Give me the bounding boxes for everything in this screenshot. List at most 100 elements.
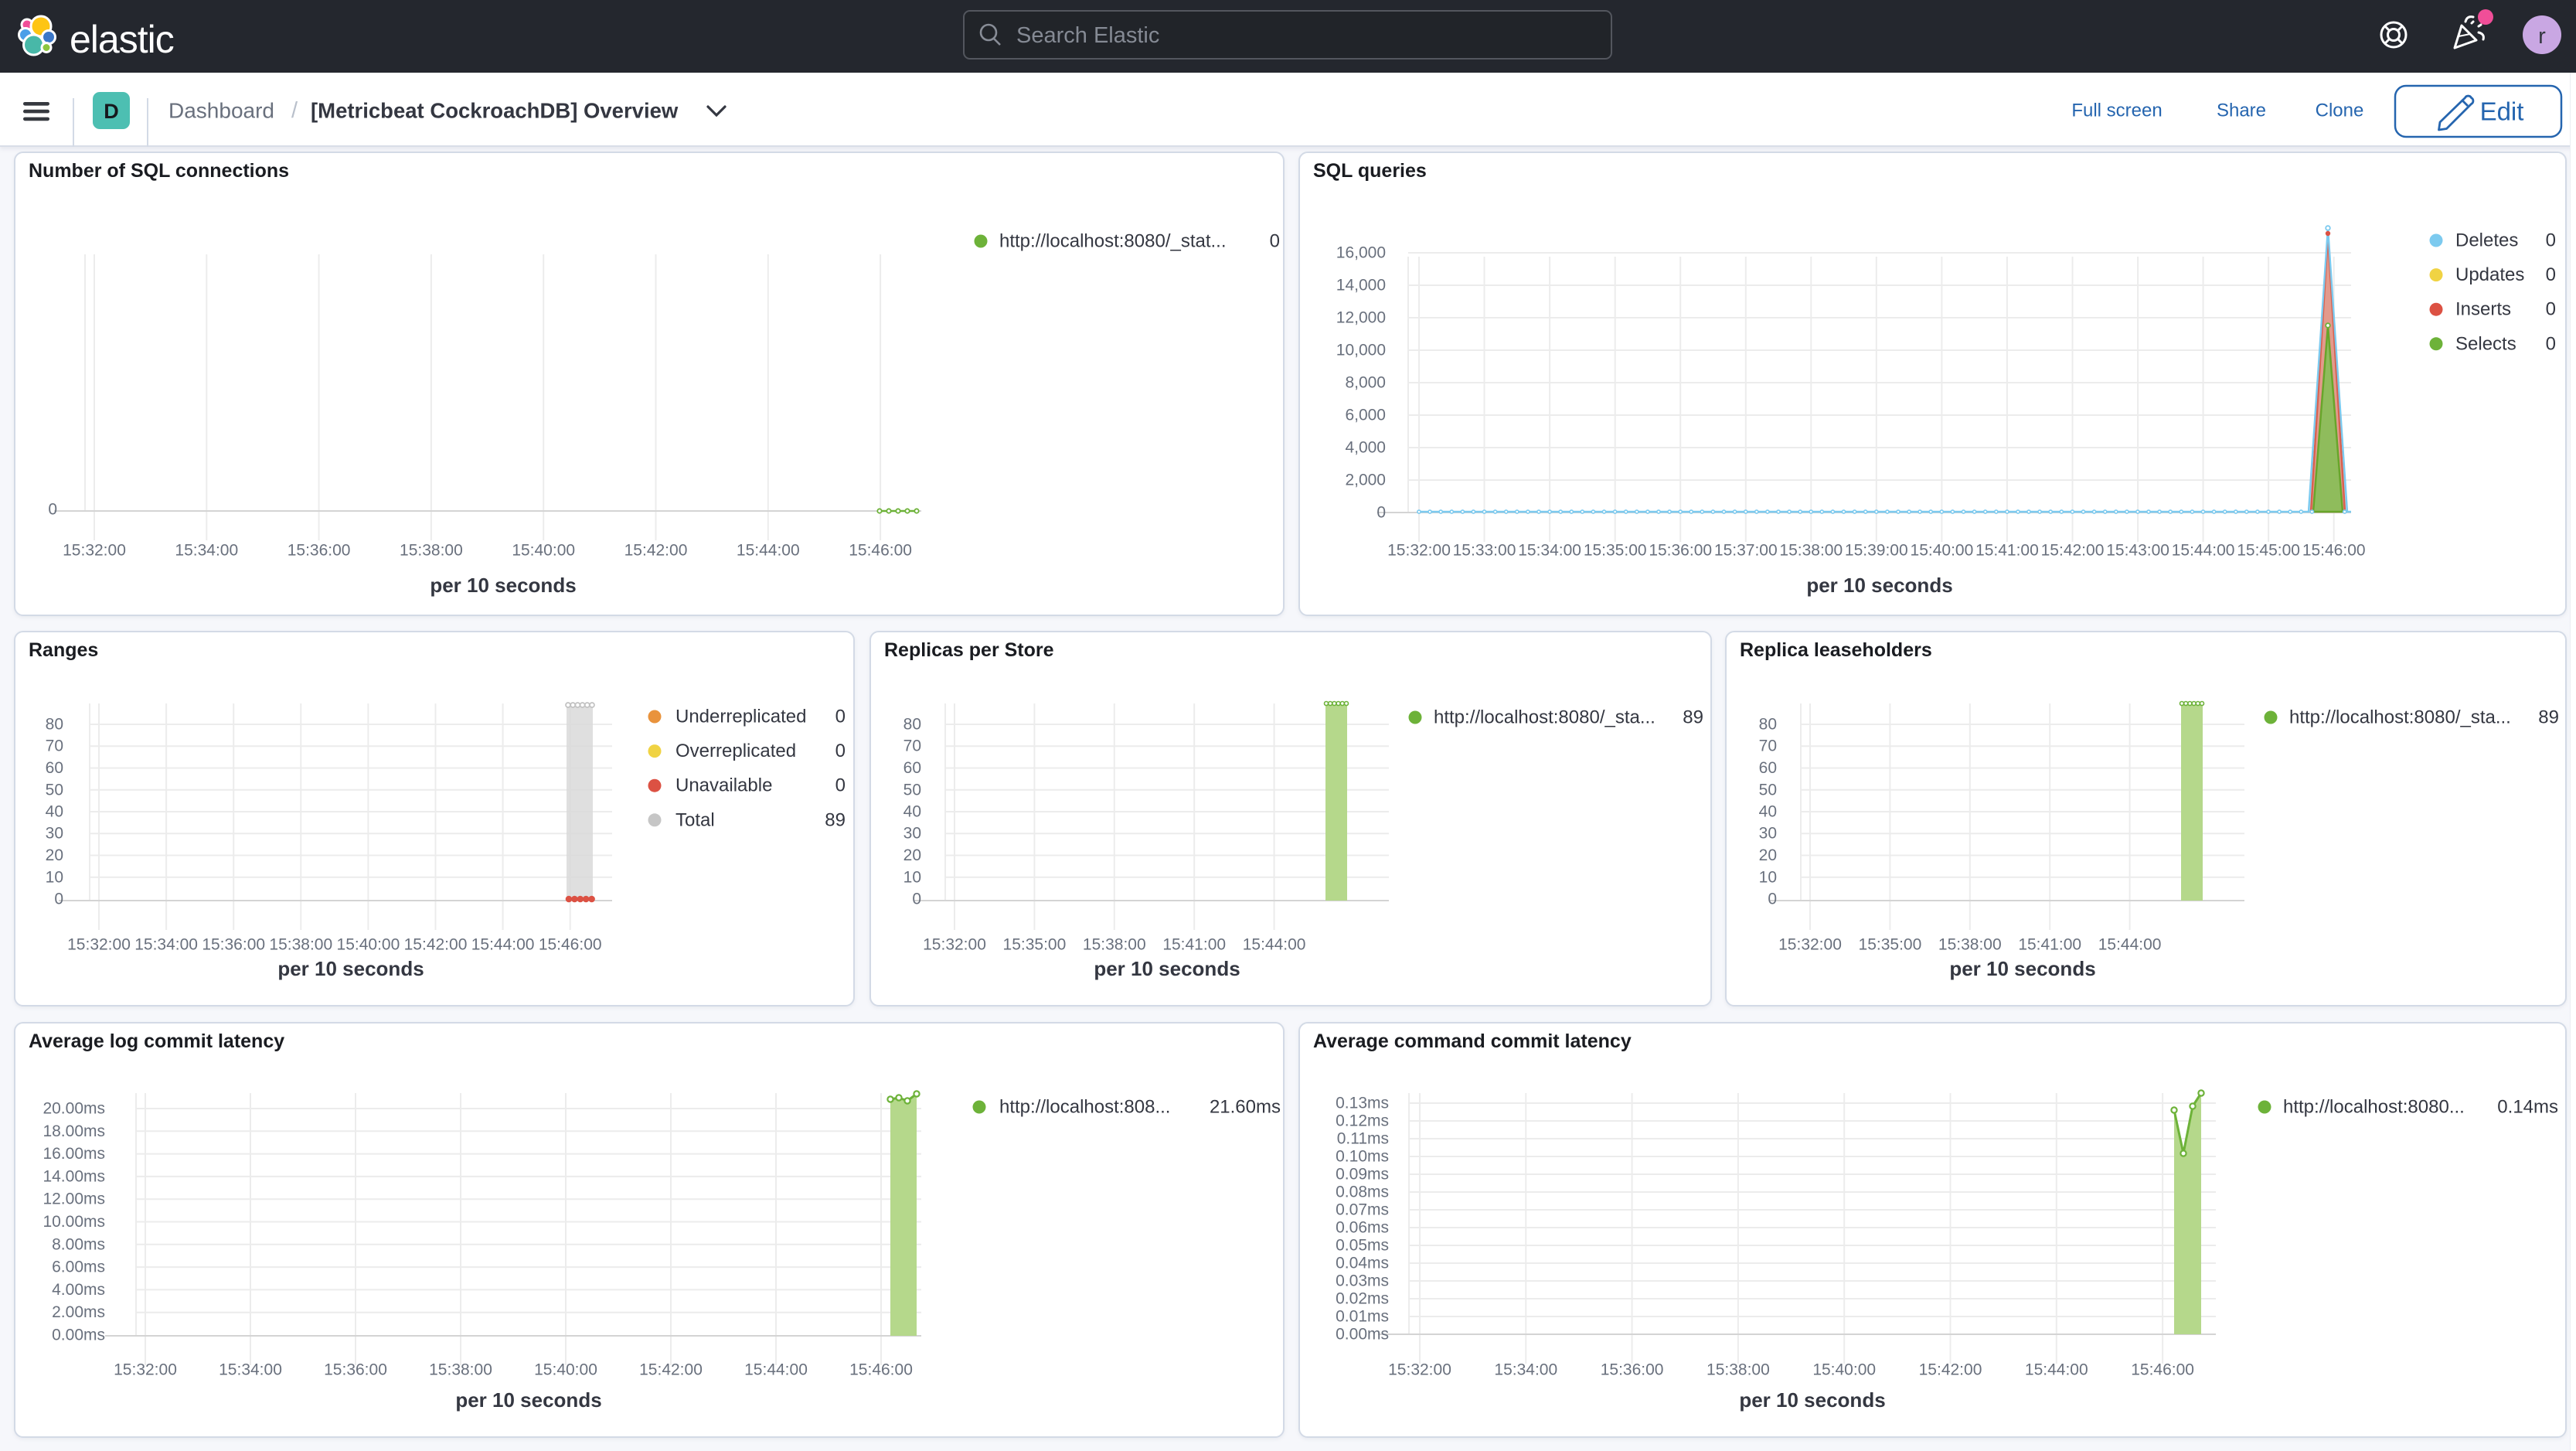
- svg-text:15:41:00: 15:41:00: [1162, 936, 1226, 954]
- svg-text:Total: Total: [675, 809, 715, 830]
- svg-text:Search Elastic: Search Elastic: [1016, 23, 1159, 48]
- svg-text:0: 0: [835, 741, 846, 761]
- svg-text:r: r: [2538, 24, 2546, 49]
- svg-text:15:46:00: 15:46:00: [539, 936, 602, 954]
- svg-text:40: 40: [46, 803, 63, 821]
- svg-text:Share: Share: [2217, 100, 2266, 121]
- svg-text:0: 0: [54, 891, 63, 908]
- svg-text:http://localhost:8080/_sta...: http://localhost:8080/_sta...: [1434, 707, 1656, 728]
- svg-text:15:43:00: 15:43:00: [2106, 542, 2169, 560]
- svg-text:15:36:00: 15:36:00: [1601, 1361, 1664, 1379]
- svg-text:0.03ms: 0.03ms: [1336, 1272, 1389, 1290]
- svg-text:15:34:00: 15:34:00: [1518, 542, 1581, 560]
- svg-text:15:40:00: 15:40:00: [534, 1361, 597, 1379]
- svg-text:15:44:00: 15:44:00: [2098, 936, 2162, 954]
- svg-text:0: 0: [1768, 891, 1777, 908]
- svg-text:15:42:00: 15:42:00: [624, 542, 688, 560]
- svg-text:15:40:00: 15:40:00: [512, 542, 575, 560]
- svg-text:0.04ms: 0.04ms: [1336, 1255, 1389, 1272]
- svg-text:15:41:00: 15:41:00: [2018, 936, 2081, 954]
- svg-text:20.00ms: 20.00ms: [43, 1100, 105, 1118]
- svg-text:15:38:00: 15:38:00: [1938, 936, 2002, 954]
- svg-text:0.02ms: 0.02ms: [1336, 1290, 1389, 1308]
- svg-text:15:34:00: 15:34:00: [175, 542, 238, 560]
- svg-text:0.11ms: 0.11ms: [1337, 1130, 1389, 1148]
- svg-text:0.09ms: 0.09ms: [1336, 1166, 1389, 1184]
- svg-text:60: 60: [46, 759, 63, 777]
- svg-text:16,000: 16,000: [1336, 244, 1386, 262]
- svg-text:0: 0: [2546, 264, 2556, 285]
- svg-text:30: 30: [46, 825, 63, 843]
- svg-text:89: 89: [2538, 707, 2559, 728]
- svg-text:15:32:00: 15:32:00: [1778, 936, 1842, 954]
- svg-text:15:44:00: 15:44:00: [1243, 936, 1306, 954]
- svg-text:60: 60: [1759, 759, 1777, 777]
- svg-text:15:38:00: 15:38:00: [1707, 1361, 1770, 1379]
- svg-text:50: 50: [903, 781, 921, 799]
- svg-text:4,000: 4,000: [1345, 439, 1386, 457]
- svg-text:15:42:00: 15:42:00: [1919, 1361, 1982, 1379]
- svg-text:15:38:00: 15:38:00: [269, 936, 332, 954]
- svg-text:0: 0: [835, 707, 846, 727]
- svg-text:0: 0: [912, 891, 921, 908]
- svg-text:6,000: 6,000: [1345, 407, 1386, 424]
- svg-text:Overreplicated: Overreplicated: [675, 741, 796, 761]
- svg-text:Replica leaseholders: Replica leaseholders: [1740, 639, 1932, 661]
- svg-text:14,000: 14,000: [1336, 277, 1386, 295]
- svg-text:0: 0: [48, 501, 57, 519]
- svg-text:15:33:00: 15:33:00: [1453, 542, 1516, 560]
- svg-text:80: 80: [903, 716, 921, 734]
- svg-text:15:34:00: 15:34:00: [1494, 1361, 1557, 1379]
- svg-text:0: 0: [1270, 231, 1280, 252]
- svg-text:15:46:00: 15:46:00: [849, 1361, 913, 1379]
- svg-text:http://localhost:8080...: http://localhost:8080...: [2283, 1097, 2465, 1118]
- svg-text:15:42:00: 15:42:00: [404, 936, 468, 954]
- svg-text:Clone: Clone: [2316, 100, 2364, 121]
- svg-text:18.00ms: 18.00ms: [43, 1122, 105, 1140]
- svg-text:70: 70: [46, 737, 63, 755]
- svg-text:D: D: [104, 100, 119, 123]
- svg-text:http://localhost:8080/_sta...: http://localhost:8080/_sta...: [2289, 707, 2511, 728]
- svg-text:15:46:00: 15:46:00: [2131, 1361, 2194, 1379]
- svg-text:10: 10: [1759, 868, 1777, 886]
- svg-text:40: 40: [903, 803, 921, 821]
- svg-text:80: 80: [1759, 716, 1777, 734]
- svg-text:0: 0: [2546, 333, 2556, 354]
- svg-text:Replicas per Store: Replicas per Store: [884, 639, 1054, 661]
- svg-text:http://localhost:808...: http://localhost:808...: [999, 1097, 1170, 1118]
- svg-text:15:44:00: 15:44:00: [471, 936, 535, 954]
- svg-text:15:36:00: 15:36:00: [202, 936, 265, 954]
- svg-text:15:34:00: 15:34:00: [134, 936, 198, 954]
- svg-text:10.00ms: 10.00ms: [43, 1213, 105, 1231]
- svg-text:15:40:00: 15:40:00: [337, 936, 400, 954]
- svg-text:60: 60: [903, 759, 921, 777]
- svg-text:15:34:00: 15:34:00: [219, 1361, 282, 1379]
- svg-text:per 10 seconds: per 10 seconds: [430, 574, 576, 597]
- svg-text:70: 70: [1759, 737, 1777, 755]
- svg-text:15:35:00: 15:35:00: [1584, 542, 1647, 560]
- svg-text:Selects: Selects: [2455, 333, 2516, 354]
- svg-text:80: 80: [46, 716, 63, 734]
- svg-text:15:44:00: 15:44:00: [737, 542, 800, 560]
- svg-text:per 10 seconds: per 10 seconds: [1806, 574, 1952, 597]
- svg-text:0.10ms: 0.10ms: [1336, 1148, 1389, 1166]
- svg-text:Updates: Updates: [2455, 264, 2524, 285]
- svg-text:16.00ms: 16.00ms: [43, 1145, 105, 1163]
- svg-text:10,000: 10,000: [1336, 342, 1386, 359]
- svg-text:per 10 seconds: per 10 seconds: [1094, 957, 1240, 980]
- svg-text:15:38:00: 15:38:00: [1083, 936, 1146, 954]
- svg-text:50: 50: [46, 781, 63, 799]
- svg-text:15:40:00: 15:40:00: [1911, 542, 1974, 560]
- svg-text:0.05ms: 0.05ms: [1336, 1237, 1389, 1255]
- svg-text:70: 70: [903, 737, 921, 755]
- svg-text:Ranges: Ranges: [29, 639, 98, 661]
- svg-text:Number of SQL connections: Number of SQL connections: [29, 160, 289, 182]
- svg-text:per 10 seconds: per 10 seconds: [455, 1388, 601, 1412]
- svg-text:20: 20: [903, 846, 921, 864]
- svg-text:Average log commit latency: Average log commit latency: [29, 1030, 284, 1052]
- svg-text:10: 10: [903, 868, 921, 886]
- svg-text:15:44:00: 15:44:00: [2172, 542, 2235, 560]
- svg-text:0.13ms: 0.13ms: [1336, 1095, 1389, 1112]
- svg-text:89: 89: [825, 809, 846, 830]
- svg-text:15:40:00: 15:40:00: [1812, 1361, 1876, 1379]
